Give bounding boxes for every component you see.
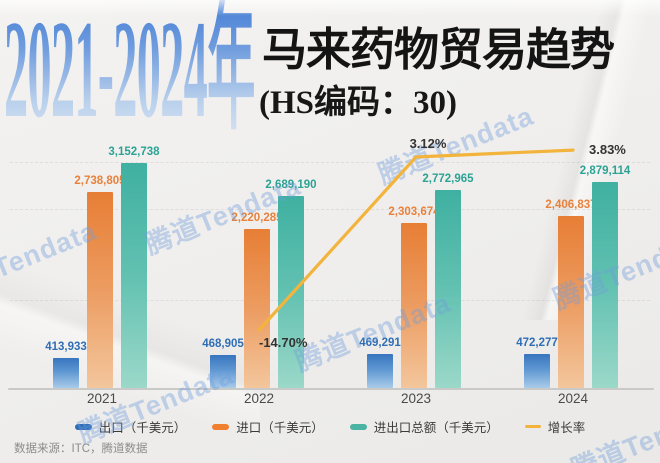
legend-item-total: 进出口总额（千美元）	[349, 417, 499, 436]
legend-swatch-export	[74, 423, 92, 430]
bar-total-2021	[121, 163, 147, 388]
bar-import-2024	[558, 216, 584, 388]
bar-total-2023	[435, 190, 461, 388]
value-label-export-2022: 468,905	[202, 338, 244, 350]
bar-total-2024	[592, 182, 618, 388]
value-label-export-2024: 472,277	[516, 337, 558, 349]
legend-item-export: 出口（千美元）	[74, 417, 187, 436]
bar-import-2022	[244, 229, 270, 388]
x-tick-2024: 2024	[557, 391, 589, 406]
value-label-export-2021: 413,933	[45, 341, 87, 353]
legend-swatch-growth-line	[524, 425, 541, 428]
legend-item-import: 进口（千美元）	[212, 417, 324, 436]
value-label-total-2023: 2,772,965	[422, 173, 474, 185]
chart-legend: 出口（千美元） 进口（千美元） 进出口总额（千美元） 增长率	[0, 417, 660, 436]
page-title: 马来药物贸易趋势	[262, 24, 615, 75]
bar-export-2024	[524, 354, 550, 388]
value-label-export-2023: 469,291	[359, 337, 401, 349]
legend-swatch-import	[212, 423, 230, 430]
title-year-range: 2021-2024年	[4, 0, 255, 147]
x-tick-2023: 2023	[400, 391, 432, 406]
data-source-note: 数据来源：ITC，腾道数据	[14, 443, 148, 455]
value-label-total-2022: 2,689,190	[265, 179, 317, 191]
bar-total-2022	[278, 196, 304, 388]
growth-label-2024: 3.83%	[589, 142, 626, 158]
bar-import-2021	[87, 192, 113, 388]
x-tick-2021: 2021	[86, 391, 118, 406]
x-tick-2022: 2022	[243, 391, 275, 406]
x-axis-line	[8, 388, 654, 390]
legend-swatch-total	[349, 423, 367, 430]
legend-label-import: 进口（千美元）	[236, 421, 324, 435]
bar-import-2023	[401, 223, 427, 388]
bar-export-2021	[53, 358, 79, 388]
gridline	[10, 162, 650, 163]
value-label-total-2024: 2,879,114	[579, 165, 631, 177]
legend-label-growth: 增长率	[547, 421, 586, 435]
legend-item-growth: 增长率	[524, 417, 586, 436]
growth-label-2022: -14.70%	[259, 335, 308, 350]
bar-export-2023	[367, 354, 393, 388]
legend-label-export: 出口（千美元）	[98, 421, 187, 435]
value-label-import-2021: 2,738,805	[74, 175, 126, 187]
bar-export-2022	[210, 355, 236, 388]
growth-label-2023: 3.12%	[409, 136, 447, 151]
value-label-total-2021: 3,152,738	[108, 146, 160, 158]
legend-label-total: 进出口总额（千美元）	[373, 421, 499, 435]
page-subtitle: (HS编码：30)	[259, 85, 457, 121]
